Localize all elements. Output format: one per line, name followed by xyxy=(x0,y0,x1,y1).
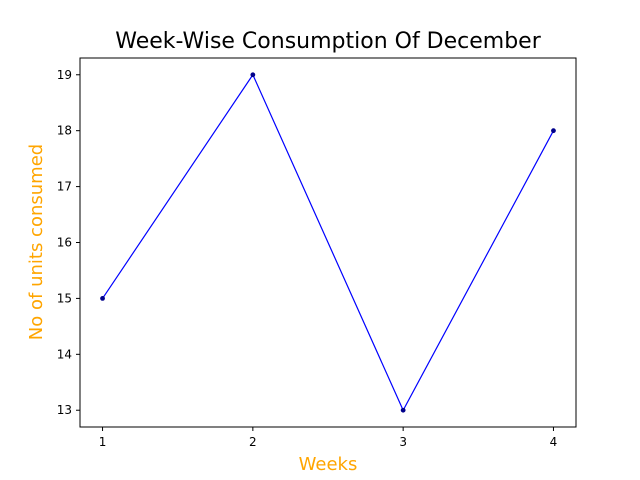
data-point xyxy=(250,72,256,78)
chart-title: Week-Wise Consumption Of December xyxy=(115,29,541,54)
x-tick-label: 4 xyxy=(550,435,558,449)
axis-ticks: 1 2 3 4 13 14 15 16 17 18 19 xyxy=(57,68,558,449)
y-tick-label: 16 xyxy=(57,236,72,250)
x-tick-label: 2 xyxy=(249,435,257,449)
y-tick-label: 19 xyxy=(57,68,72,82)
x-axis-label: Weeks xyxy=(299,454,358,475)
data-point xyxy=(100,296,105,301)
series-line xyxy=(102,73,554,412)
y-tick-label: 14 xyxy=(57,347,72,361)
series-layer xyxy=(100,72,556,413)
x-tick-label: 3 xyxy=(399,435,407,449)
y-tick-label: 18 xyxy=(57,124,72,138)
y-tick-label: 15 xyxy=(57,291,72,305)
y-tick-label: 13 xyxy=(57,403,72,417)
data-point xyxy=(400,407,406,413)
x-tick-label: 1 xyxy=(99,435,107,449)
y-axis-label: No of units consumed xyxy=(26,144,47,340)
data-point xyxy=(551,128,556,134)
y-tick-label: 17 xyxy=(57,180,72,194)
